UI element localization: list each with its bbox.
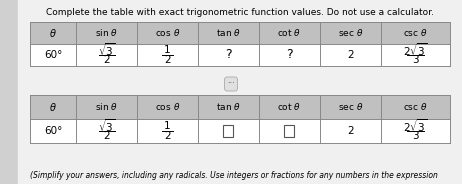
Text: 2: 2 xyxy=(103,131,110,141)
Text: 1: 1 xyxy=(164,45,171,55)
Text: cos $\theta$: cos $\theta$ xyxy=(155,27,180,38)
Bar xyxy=(30,119,450,143)
Text: 2: 2 xyxy=(347,126,353,136)
Text: $\sqrt{3}$: $\sqrt{3}$ xyxy=(98,42,116,59)
Text: sec $\theta$: sec $\theta$ xyxy=(338,102,363,112)
Text: 60°: 60° xyxy=(44,50,62,60)
Text: sec $\theta$: sec $\theta$ xyxy=(338,27,363,38)
Text: ?: ? xyxy=(286,49,292,61)
Bar xyxy=(30,95,450,119)
Text: $\theta$: $\theta$ xyxy=(49,27,57,39)
Text: cot $\theta$: cot $\theta$ xyxy=(277,27,301,38)
Bar xyxy=(284,125,294,137)
Text: 2: 2 xyxy=(164,131,171,141)
Text: 3: 3 xyxy=(412,131,419,141)
Text: 60°: 60° xyxy=(44,126,62,136)
Text: $\sqrt{3}$: $\sqrt{3}$ xyxy=(98,117,116,134)
Text: sin $\theta$: sin $\theta$ xyxy=(95,102,118,112)
Text: (Simplify your answers, including any radicals. Use integers or fractions for an: (Simplify your answers, including any ra… xyxy=(30,171,438,181)
Text: 1: 1 xyxy=(164,121,171,131)
Text: 2: 2 xyxy=(164,55,171,65)
Text: 3: 3 xyxy=(412,55,419,65)
Text: $\theta$: $\theta$ xyxy=(49,101,57,113)
Text: ···: ··· xyxy=(227,79,235,89)
Text: ?: ? xyxy=(225,49,232,61)
Text: 2: 2 xyxy=(103,55,110,65)
Text: csc $\theta$: csc $\theta$ xyxy=(403,27,428,38)
Bar xyxy=(30,44,450,66)
Text: $2\sqrt{3}$: $2\sqrt{3}$ xyxy=(403,42,427,59)
Text: 2: 2 xyxy=(347,50,353,60)
Text: $2\sqrt{3}$: $2\sqrt{3}$ xyxy=(403,117,427,134)
Text: tan $\theta$: tan $\theta$ xyxy=(216,102,241,112)
Text: Complete the table with exact trigonometric function values. Do not use a calcul: Complete the table with exact trigonomet… xyxy=(46,8,434,17)
Bar xyxy=(224,125,233,137)
Text: sin $\theta$: sin $\theta$ xyxy=(95,27,118,38)
Text: cot $\theta$: cot $\theta$ xyxy=(277,102,301,112)
Bar xyxy=(30,22,450,44)
Text: cos $\theta$: cos $\theta$ xyxy=(155,102,180,112)
Text: csc $\theta$: csc $\theta$ xyxy=(403,102,428,112)
Text: tan $\theta$: tan $\theta$ xyxy=(216,27,241,38)
